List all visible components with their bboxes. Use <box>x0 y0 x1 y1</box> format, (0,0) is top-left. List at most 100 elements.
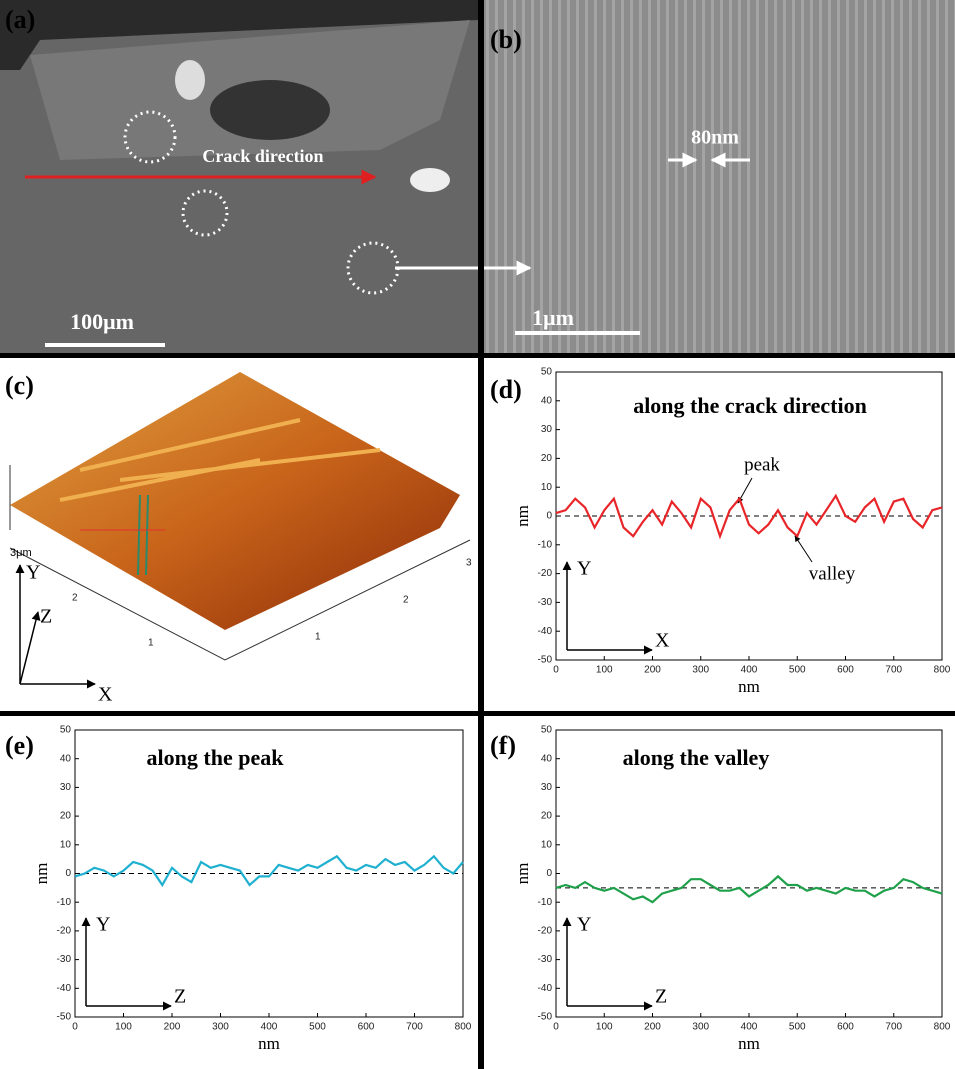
tick-label: 3μm <box>10 547 32 559</box>
x-tick-label: 100 <box>596 1022 613 1033</box>
x-tick-label: 300 <box>212 1022 229 1033</box>
x-tick-label: 200 <box>644 1022 661 1033</box>
panel-label: (f) <box>490 731 516 760</box>
x-tick-label: 300 <box>692 665 709 676</box>
sem-debris <box>175 60 205 100</box>
axis-arrow-label: Z <box>174 986 186 1008</box>
chart-title: along the crack direction <box>633 393 867 418</box>
surface-ridge <box>59 418 381 502</box>
chart-title: along the peak <box>147 745 285 770</box>
sem-debris <box>410 168 450 192</box>
y-tick-label: 30 <box>60 782 72 793</box>
x-tick-label: 400 <box>741 665 758 676</box>
tick-label: 3 <box>466 558 472 569</box>
x-tick-label: 700 <box>885 665 902 676</box>
y-tick-label: 50 <box>541 725 553 736</box>
annotation-arrow <box>794 535 813 563</box>
y-tick-label: 10 <box>541 839 553 850</box>
panel-label: (a) <box>5 5 35 34</box>
y-axis-label: nm <box>513 505 532 527</box>
y-tick-label: -10 <box>538 539 553 550</box>
y-tick-label: 20 <box>541 453 553 464</box>
x-axis-label: nm <box>258 1034 280 1053</box>
tick-label: 2 <box>403 595 409 606</box>
y-tick-label: 30 <box>541 424 553 435</box>
y-tick-label: -30 <box>57 954 72 965</box>
x-tick-label: 600 <box>837 665 854 676</box>
y-tick-label: -30 <box>538 954 553 965</box>
axis-frame <box>9 465 471 661</box>
x-tick-label: 600 <box>837 1022 854 1033</box>
sem-debris <box>210 80 330 140</box>
panel-a: Crack direction 100μm (a) <box>0 0 478 353</box>
y-tick-label: 50 <box>541 367 553 378</box>
y-tick-label: 20 <box>60 811 72 822</box>
y-tick-label: 0 <box>546 868 552 879</box>
y-tick-label: -50 <box>538 655 553 666</box>
profile-line <box>145 494 149 576</box>
axis-label: X <box>98 684 113 706</box>
x-axis-label: nm <box>738 1034 760 1053</box>
axis-arrow-label: Y <box>577 914 591 936</box>
sem-image <box>484 0 955 353</box>
y-tick-label: -20 <box>57 926 72 937</box>
annotation: Crack direction <box>202 146 323 166</box>
annotation: peak <box>744 454 780 475</box>
sem-edge <box>0 0 478 70</box>
x-tick-label: 700 <box>406 1022 423 1033</box>
x-tick-label: 300 <box>692 1022 709 1033</box>
scale-label: 1μm <box>532 305 574 330</box>
x-tick-label: 800 <box>934 665 951 676</box>
line-series <box>555 493 943 540</box>
axis-label: Y <box>26 562 40 584</box>
y-tick-label: 0 <box>65 868 71 879</box>
x-tick-label: 200 <box>644 665 661 676</box>
y-tick-label: -40 <box>57 983 72 994</box>
divider <box>0 353 955 358</box>
panel-label: (b) <box>490 25 522 54</box>
divider <box>478 0 484 1069</box>
y-tick-label: -10 <box>538 897 553 908</box>
axis-arrow-label: X <box>655 630 670 652</box>
tick-label: 2 <box>72 593 78 604</box>
x-tick-label: 400 <box>741 1022 758 1033</box>
x-tick-label: 500 <box>309 1022 326 1033</box>
line-series <box>555 874 943 904</box>
y-tick-label: -20 <box>538 926 553 937</box>
x-tick-label: 100 <box>115 1022 132 1033</box>
chart-title: along the valley <box>623 745 770 770</box>
y-tick-label: 40 <box>541 395 553 406</box>
circle <box>123 110 177 164</box>
y-tick-label: 50 <box>60 725 72 736</box>
x-tick-label: 500 <box>789 665 806 676</box>
y-axis-label: nm <box>513 863 532 885</box>
tick-label: 1 <box>315 632 321 643</box>
x-tick-label: 500 <box>789 1022 806 1033</box>
line-series <box>74 854 464 888</box>
y-tick-label: -50 <box>538 1012 553 1023</box>
y-tick-label: 10 <box>541 482 553 493</box>
afm-surface <box>10 372 460 630</box>
y-tick-label: 20 <box>541 811 553 822</box>
x-tick-label: 600 <box>358 1022 375 1033</box>
panel-label: (d) <box>490 375 522 404</box>
x-tick-label: 0 <box>72 1022 78 1033</box>
panel-b: 80nm 1μm (b) <box>484 0 955 353</box>
annotation: 80nm <box>691 127 739 149</box>
x-tick-label: 0 <box>553 1022 559 1033</box>
x-tick-label: 800 <box>934 1022 951 1033</box>
plot-frame <box>555 729 943 1018</box>
x-axis-label: nm <box>738 677 760 696</box>
y-tick-label: -20 <box>538 568 553 579</box>
y-tick-label: 30 <box>541 782 553 793</box>
axis-arrow-label: Y <box>96 914 110 936</box>
panel-c: 3μm 2 1 1 2 3 Y Z X (c) <box>5 371 472 706</box>
y-tick-label: -40 <box>538 626 553 637</box>
scale-label: 100μm <box>70 309 134 334</box>
axis-arrow-label: Y <box>577 558 591 580</box>
y-axis-label: nm <box>32 863 51 885</box>
y-tick-label: -40 <box>538 983 553 994</box>
x-tick-label: 200 <box>164 1022 181 1033</box>
profile-line <box>137 494 141 576</box>
